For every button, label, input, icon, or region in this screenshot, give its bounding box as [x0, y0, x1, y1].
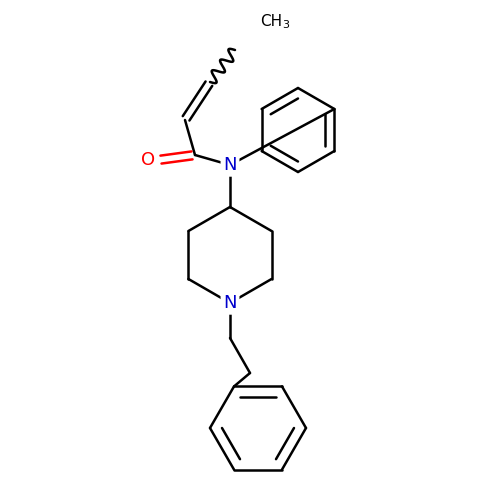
Text: N: N — [223, 294, 237, 312]
Text: CH: CH — [260, 14, 282, 30]
Text: N: N — [223, 156, 237, 174]
Text: 3: 3 — [282, 20, 289, 30]
Text: O: O — [141, 151, 155, 169]
